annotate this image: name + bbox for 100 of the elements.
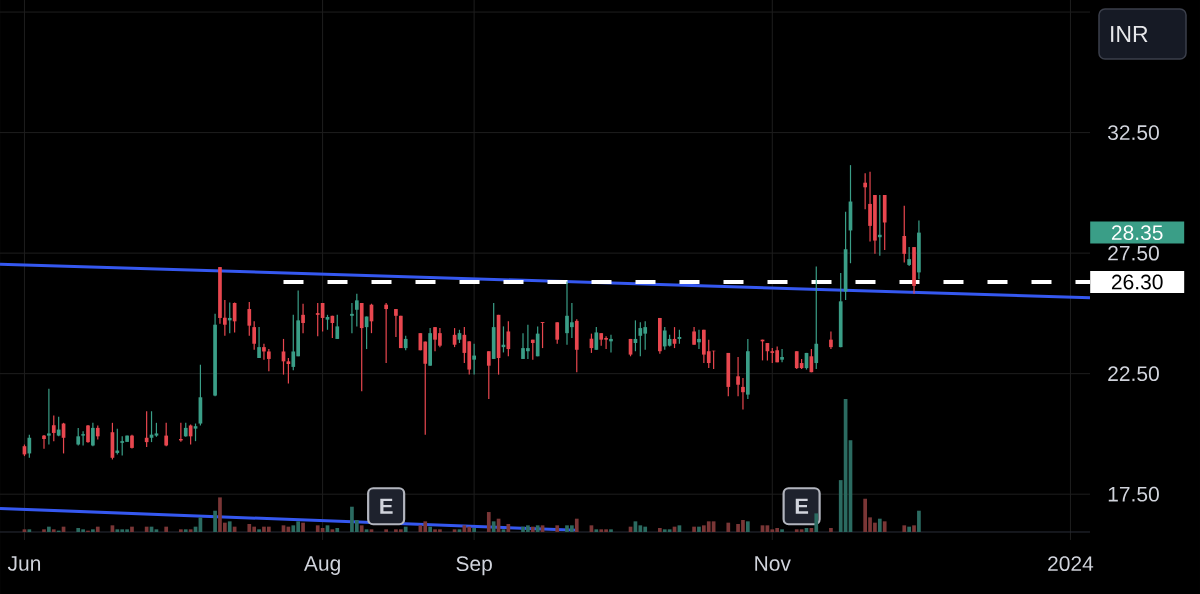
candlestick xyxy=(658,316,662,355)
candlestick xyxy=(47,388,51,446)
candlestick xyxy=(535,325,540,357)
bar xyxy=(291,525,296,532)
bar xyxy=(227,521,232,532)
candlestick xyxy=(741,377,745,411)
bar xyxy=(506,524,511,532)
candlestick xyxy=(814,266,819,370)
bar xyxy=(266,526,271,532)
bar xyxy=(491,521,496,532)
bar xyxy=(902,525,907,532)
bar xyxy=(794,529,799,532)
bar xyxy=(76,527,81,532)
bar xyxy=(95,526,100,532)
bar xyxy=(423,521,428,532)
bar xyxy=(315,525,320,532)
bar xyxy=(91,529,95,532)
candlestick xyxy=(252,320,257,351)
bar xyxy=(599,529,604,532)
bar xyxy=(183,529,188,532)
candlestick xyxy=(286,357,291,385)
bar xyxy=(658,527,662,532)
candlestick xyxy=(829,330,833,350)
bar xyxy=(257,529,261,532)
bar xyxy=(638,525,643,532)
bar xyxy=(877,518,882,532)
bar xyxy=(130,526,134,532)
candlestick xyxy=(120,435,125,457)
y-tick-label: 32.50 xyxy=(1107,125,1159,141)
bar xyxy=(555,525,560,532)
bar xyxy=(154,529,159,532)
candlestick xyxy=(335,314,340,340)
candlestick xyxy=(848,164,853,264)
bar xyxy=(814,513,819,532)
bar xyxy=(213,510,217,532)
bar xyxy=(799,529,804,532)
candlestick xyxy=(110,422,115,461)
bar xyxy=(179,529,183,532)
candlestick xyxy=(496,314,501,376)
y-tick-label: 17.50 xyxy=(1108,486,1159,502)
bar xyxy=(726,522,731,532)
candlestick xyxy=(218,266,222,325)
candlestick xyxy=(907,246,911,267)
bar xyxy=(609,529,613,532)
bar xyxy=(247,524,252,532)
bar xyxy=(384,529,388,532)
candlestick xyxy=(472,343,476,376)
bar xyxy=(706,521,711,532)
candlestick xyxy=(486,350,491,400)
candlestick xyxy=(506,320,511,357)
candlestick xyxy=(838,272,843,348)
candlestick xyxy=(81,430,85,447)
bar xyxy=(917,510,921,532)
y-tick-label: 27.50 xyxy=(1108,245,1159,261)
bar xyxy=(472,527,476,532)
bar xyxy=(692,526,696,532)
bar xyxy=(115,529,120,532)
bar xyxy=(359,525,364,532)
bar xyxy=(486,512,491,532)
candlestick xyxy=(51,414,56,442)
bar xyxy=(364,529,369,532)
bar xyxy=(452,529,457,532)
bar xyxy=(574,518,579,532)
candlestick xyxy=(530,339,535,361)
bar xyxy=(457,529,462,532)
candlestick xyxy=(428,327,432,367)
candlestick xyxy=(384,302,388,364)
bar xyxy=(770,529,775,532)
candlestick xyxy=(213,313,217,397)
bar xyxy=(501,529,506,532)
candlestick xyxy=(902,205,907,264)
bar xyxy=(42,529,46,532)
bar xyxy=(594,529,599,532)
candlestick xyxy=(726,352,731,397)
candlestick xyxy=(594,326,599,351)
candlestick xyxy=(863,172,867,210)
candlestick xyxy=(745,338,750,400)
candlestick xyxy=(736,356,740,397)
bar xyxy=(530,526,535,532)
x-tick-label: Sep xyxy=(456,556,492,576)
bar xyxy=(907,526,911,532)
candlestick xyxy=(354,293,359,327)
x-tick-label: Aug xyxy=(303,556,340,575)
candlestick xyxy=(574,318,579,373)
bar xyxy=(780,529,784,532)
bar xyxy=(403,526,408,532)
candlestick xyxy=(350,302,354,334)
candlestick xyxy=(27,434,32,459)
bar xyxy=(912,525,916,532)
bar xyxy=(330,529,335,532)
candlestick xyxy=(843,211,848,301)
candlestick xyxy=(223,299,227,337)
bar xyxy=(428,526,432,532)
text: INR xyxy=(1111,26,1148,42)
candlestick xyxy=(780,348,784,363)
y-tick-label: 26.30 xyxy=(1111,274,1163,290)
candlestick xyxy=(491,302,496,360)
candlestick xyxy=(662,326,667,351)
bar xyxy=(22,529,27,532)
candlestick xyxy=(359,302,364,392)
